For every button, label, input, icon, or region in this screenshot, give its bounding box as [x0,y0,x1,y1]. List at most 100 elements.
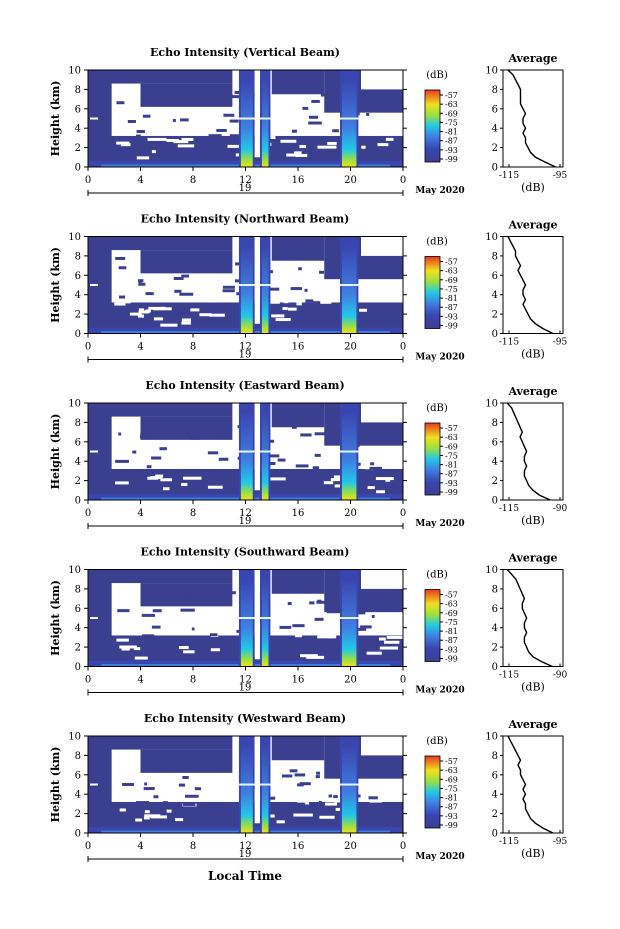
heatmap-gap-cell [320,129,333,133]
heatmap-gap-cell [283,300,289,304]
heatmap-echo-cell [124,802,139,806]
heatmap-gap-cell [133,647,141,651]
average-profile-line [506,569,553,668]
heatmap-evening-gap [361,736,403,756]
x-tick-label: 4 [137,841,143,852]
heatmap-upper-band-2 [271,403,325,428]
heatmap-echo-cell [290,287,303,291]
heatmap-gap-cell [327,781,342,785]
heatmap-echo-cell [292,624,305,628]
heatmap-echo-cell [194,787,201,791]
heatmap-gap-cell [294,151,302,155]
heatmap-upper-band-2 [271,736,325,761]
heatmap-gap-cell [124,795,130,799]
heatmap-melting-layer [340,117,359,120]
average-profile-line [507,735,554,834]
average-x-tick-label: -115 [499,338,519,348]
heatmap-melting-layer [340,617,359,620]
heatmap-gap-cell [385,478,391,482]
heatmap-melting-layer [238,117,255,120]
heatmap-gap-cell [150,815,168,819]
heatmap-gap-cell [210,648,220,652]
heatmap-echo-cell [118,432,122,436]
heatmap-gap-cell [156,126,172,130]
heatmap-gap-cell [299,281,317,285]
heatmap-echo-cell [162,801,168,805]
heatmap-gap-cell [297,459,302,463]
heatmap-gap-cell [162,487,170,491]
heatmap-gap-cell [173,140,189,144]
heatmap-gap-cell [142,618,150,622]
heatmap-gap-cell [135,818,143,822]
day-label: 19 [239,516,252,527]
heatmap-echo-cell [138,280,142,284]
heatmap-echo-cell [159,447,167,451]
heatmap-echo-cell [187,758,202,762]
heatmap-evening-gap [361,70,403,90]
heatmap-gap-cell [115,296,121,300]
heatmap-echo-cell [201,136,205,140]
heatmap-echo-cell [144,782,148,786]
heatmap-rain-core [261,745,269,833]
heatmap-echo-cell [115,256,126,260]
heatmap-echo-cell [352,611,366,615]
heatmap-gap-cell [366,651,382,655]
colorbar-tick-label: -69 [445,109,458,118]
day-label: 19 [239,350,252,361]
average-x-label: (dB) [521,348,545,361]
heatmap-echo-cell [373,767,387,771]
heatmap-gap-cell [181,321,191,325]
heatmap-echo-cell [180,118,189,122]
heatmap-echo-cell [146,465,152,469]
heatmap-echo-cell [312,469,320,473]
heatmap-gap-cell [194,629,207,633]
heatmap-echo-cell [118,266,127,270]
average-x-label: (dB) [521,847,545,860]
heatmap-gap-cell [365,467,373,471]
heatmap-echo-cell [141,636,147,640]
heatmap-rain-core [341,745,357,833]
panels: Echo Intensity (Vertical Beam) 0 2 4 6 8 10 Hei… [49,46,568,862]
heatmap-top-band [88,236,233,251]
y-tick-label: 6 [75,770,81,781]
colorbar-tick-label: -87 [445,636,458,645]
y-axis-label: Height (km) [49,747,62,823]
heatmap-gap-cell [153,307,172,311]
heatmap-gap-cell [299,145,307,149]
colorbar-tick-label: -81 [445,461,458,470]
heatmap-echo-cell [180,608,195,612]
heatmap-echo-cell [311,99,320,103]
average-profile-line [507,69,556,168]
average-frame [502,236,564,334]
x-tick-label: 0 [85,675,91,686]
heatmap-echo-cell [145,94,157,98]
x-tick-label: 4 [137,675,143,686]
colorbar-tick-label: -99 [445,821,458,830]
average-frame [502,569,564,667]
x-tick-label: 12 [239,841,252,852]
heatmap-echo-cell [206,594,218,598]
colorbar-tick-label: -69 [445,609,458,618]
heatmap-gap [254,569,260,657]
heatmap-gap-cell [166,794,175,798]
heatmap-echo-cell [374,105,379,109]
heatmap-rain-core [341,579,357,667]
y-tick-label: 8 [75,418,81,429]
heatmap-gap-cell [381,451,389,455]
y-tick-label: 4 [75,457,81,468]
heatmap-echo-cell [318,800,322,804]
heatmap-gap-cell [295,634,302,638]
heatmap-echo-cell [132,450,137,454]
x-tick-label: 0 [85,841,91,852]
colorbar-tick-label: -87 [445,470,458,479]
heatmap-gap-cell [369,799,382,803]
heatmap-echo-cell [314,617,324,621]
heatmap-gap-cell [317,635,337,639]
colorbar-tick-label: -93 [445,812,458,821]
colorbar-tick-label: -93 [445,146,458,155]
heatmap-echo-cell [218,457,229,461]
heatmap-gap-cell [375,477,394,481]
heatmap-gap-cell [331,447,338,451]
y-tick-label: 6 [75,437,81,448]
x-tick-label: 20 [344,841,357,852]
